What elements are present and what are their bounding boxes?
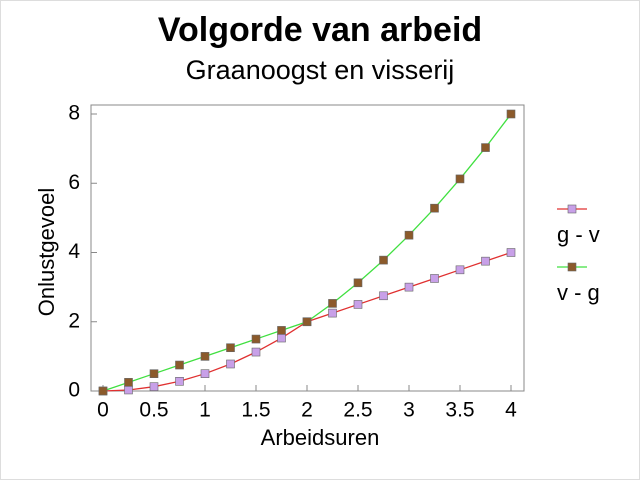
- data-point: [353, 278, 363, 288]
- data-point: [506, 109, 516, 119]
- data-point: [481, 256, 490, 266]
- data-point: [379, 255, 388, 265]
- y-tick-label: 4: [68, 240, 80, 263]
- data-point: [226, 343, 235, 353]
- data-point: [277, 333, 286, 343]
- y-tick-label: 2: [68, 309, 80, 332]
- x-tick-label: 0.5: [139, 399, 168, 422]
- data-point: [251, 347, 261, 357]
- data-point: [175, 360, 184, 370]
- data-point: [124, 385, 133, 395]
- data-point: [328, 308, 337, 318]
- y-tick-label: 6: [68, 171, 80, 194]
- x-tick-label: 1.5: [241, 399, 270, 422]
- y-tick-label: 8: [68, 102, 80, 125]
- data-point: [149, 382, 159, 391]
- data-point: [481, 143, 490, 152]
- x-axis-label: Arbeidsuren: [261, 425, 380, 450]
- x-tick-label: 2.5: [343, 399, 372, 422]
- x-tick-label: 3.5: [445, 399, 474, 422]
- data-point: [328, 299, 337, 308]
- chart-subtitle: Graanoogst en visserij: [186, 55, 455, 85]
- x-tick-label: 2: [301, 399, 313, 422]
- data-point: [251, 334, 261, 344]
- legend-label: g - v: [557, 222, 600, 247]
- data-point: [455, 265, 465, 275]
- data-point: [430, 274, 439, 283]
- data-point: [302, 317, 312, 327]
- data-point: [379, 291, 388, 301]
- data-point: [200, 369, 210, 378]
- data-point: [124, 378, 133, 387]
- data-point: [175, 377, 184, 386]
- x-tick-label: 3: [403, 399, 415, 422]
- legend-marker: [567, 204, 577, 214]
- y-tick-label: 0: [68, 379, 80, 402]
- x-tick-label: 0: [97, 399, 109, 422]
- legend-marker: [567, 262, 577, 272]
- data-point: [430, 203, 439, 213]
- legend-label: v - g: [557, 280, 600, 305]
- x-tick-label: 1: [199, 399, 211, 422]
- data-point: [404, 230, 414, 240]
- data-point: [455, 174, 465, 184]
- x-tick-label: 4: [505, 399, 517, 422]
- y-axis-label: Onlustgevoel: [34, 188, 59, 316]
- data-point: [149, 369, 159, 378]
- data-point: [404, 282, 414, 292]
- data-point: [353, 300, 363, 309]
- data-point: [98, 386, 108, 396]
- data-point: [226, 359, 235, 369]
- data-point: [200, 352, 210, 361]
- data-point: [277, 326, 286, 335]
- chart-title: Volgorde van arbeid: [158, 11, 482, 49]
- data-point: [506, 248, 516, 257]
